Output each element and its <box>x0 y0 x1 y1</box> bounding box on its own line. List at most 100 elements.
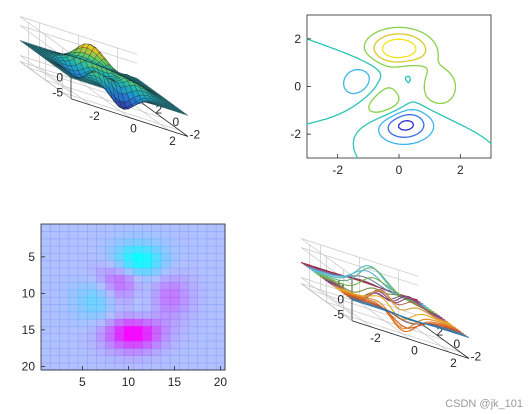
image-pixel <box>188 289 198 298</box>
surface-z-tick-label: -5 <box>52 86 63 100</box>
image-pixel <box>197 355 208 364</box>
image-pixel <box>215 348 226 356</box>
image-pixel <box>59 340 70 349</box>
image-pixel <box>59 362 70 371</box>
image-y-tick-label: 10 <box>22 286 36 300</box>
image-pixel <box>197 267 208 276</box>
waterfall-series-line <box>341 291 459 333</box>
surface-x-tick-label: 2 <box>169 134 176 148</box>
image-pixel <box>50 231 60 240</box>
image-pixel <box>142 260 152 269</box>
image-pixel <box>68 282 79 291</box>
image-pixel <box>123 260 134 269</box>
image-pixel <box>133 362 143 371</box>
image-pixel <box>197 231 208 240</box>
image-pixel <box>114 318 125 327</box>
image-pixel <box>160 362 171 371</box>
image-pixel <box>160 238 171 247</box>
image-pixel <box>197 260 208 269</box>
image-pixel <box>87 260 97 269</box>
image-pixel <box>179 253 189 262</box>
image-pixel <box>197 289 208 298</box>
image-pixel <box>59 238 70 247</box>
image-pixel <box>160 275 171 283</box>
image-pixel <box>142 267 152 276</box>
image-pixel <box>123 326 134 335</box>
contour-y-tick-label: 0 <box>294 80 301 94</box>
image-pixel <box>123 282 134 291</box>
image-pixel <box>142 289 152 298</box>
image-pixel <box>151 253 162 262</box>
image-pixel <box>41 267 51 276</box>
image-pixel <box>68 260 79 269</box>
image-pixel <box>160 304 171 313</box>
image-pixel <box>179 333 189 342</box>
image-pixel <box>50 304 60 313</box>
image-pixel <box>197 245 208 254</box>
image-pixel <box>142 355 152 364</box>
image-pixel <box>133 311 143 320</box>
image-pixel <box>197 224 208 232</box>
image-pixel <box>123 224 134 232</box>
image-pixel <box>188 260 198 269</box>
image-pixel <box>59 326 70 335</box>
image-pixel <box>96 340 106 349</box>
image-pixel <box>179 326 189 335</box>
image-pixel <box>77 326 88 335</box>
image-pixel <box>114 304 125 313</box>
image-pixel <box>215 245 226 254</box>
image-pixel <box>59 224 70 232</box>
image-pixel <box>169 304 180 313</box>
image-pixel <box>142 231 152 240</box>
image-pixel <box>188 318 198 327</box>
image-pixel <box>142 318 152 327</box>
image-pixel <box>160 260 171 269</box>
image-pixel <box>77 238 88 247</box>
image-pixel <box>151 275 162 283</box>
image-pixel <box>151 289 162 298</box>
image-pixel <box>160 340 171 349</box>
image-pixel <box>169 231 180 240</box>
image-pixel <box>105 282 116 291</box>
image-pixel <box>41 289 51 298</box>
image-pixel <box>41 318 51 327</box>
image-pixel <box>50 238 60 247</box>
image-pixel <box>87 282 97 291</box>
image-pixel <box>206 267 217 276</box>
image-pixel <box>96 224 106 232</box>
image-pixel <box>188 297 198 305</box>
image-pixel <box>77 224 88 232</box>
image-pixel <box>87 275 97 283</box>
image-pixel <box>41 355 51 364</box>
surface-axis-line <box>70 98 189 137</box>
image-pixel <box>169 318 180 327</box>
image-pixel <box>68 304 79 313</box>
image-pixel <box>50 318 60 327</box>
image-pixel <box>160 355 171 364</box>
image-pixel <box>87 304 97 313</box>
image-pixel <box>215 333 226 342</box>
image-pixel <box>215 318 226 327</box>
image-pixel <box>206 253 217 262</box>
contour-line-level <box>397 120 415 131</box>
waterfall-grid-line <box>309 289 427 328</box>
surface-z-tick-label: 0 <box>56 71 63 85</box>
image-pixel <box>123 318 134 327</box>
image-pixel <box>59 231 70 240</box>
image-pixel <box>87 355 97 364</box>
image-pixel <box>123 289 134 298</box>
image-pixel <box>206 311 217 320</box>
image-pixel <box>197 326 208 335</box>
image-pixel <box>114 333 125 342</box>
image-plot: 5 10 15 20 5 10 15 20 <box>22 223 227 389</box>
image-pixel <box>197 304 208 313</box>
image-x-tick-label: 15 <box>168 375 182 389</box>
image-pixel <box>50 348 60 356</box>
image-pixel <box>123 238 134 247</box>
image-pixel <box>114 355 125 364</box>
contour-x-tick-label: -2 <box>332 163 343 177</box>
image-pixel <box>169 224 180 232</box>
waterfall-z-tick-label: 0 <box>337 293 344 307</box>
waterfall-z-tick-label: 5 <box>337 278 344 292</box>
image-pixel <box>114 362 125 371</box>
